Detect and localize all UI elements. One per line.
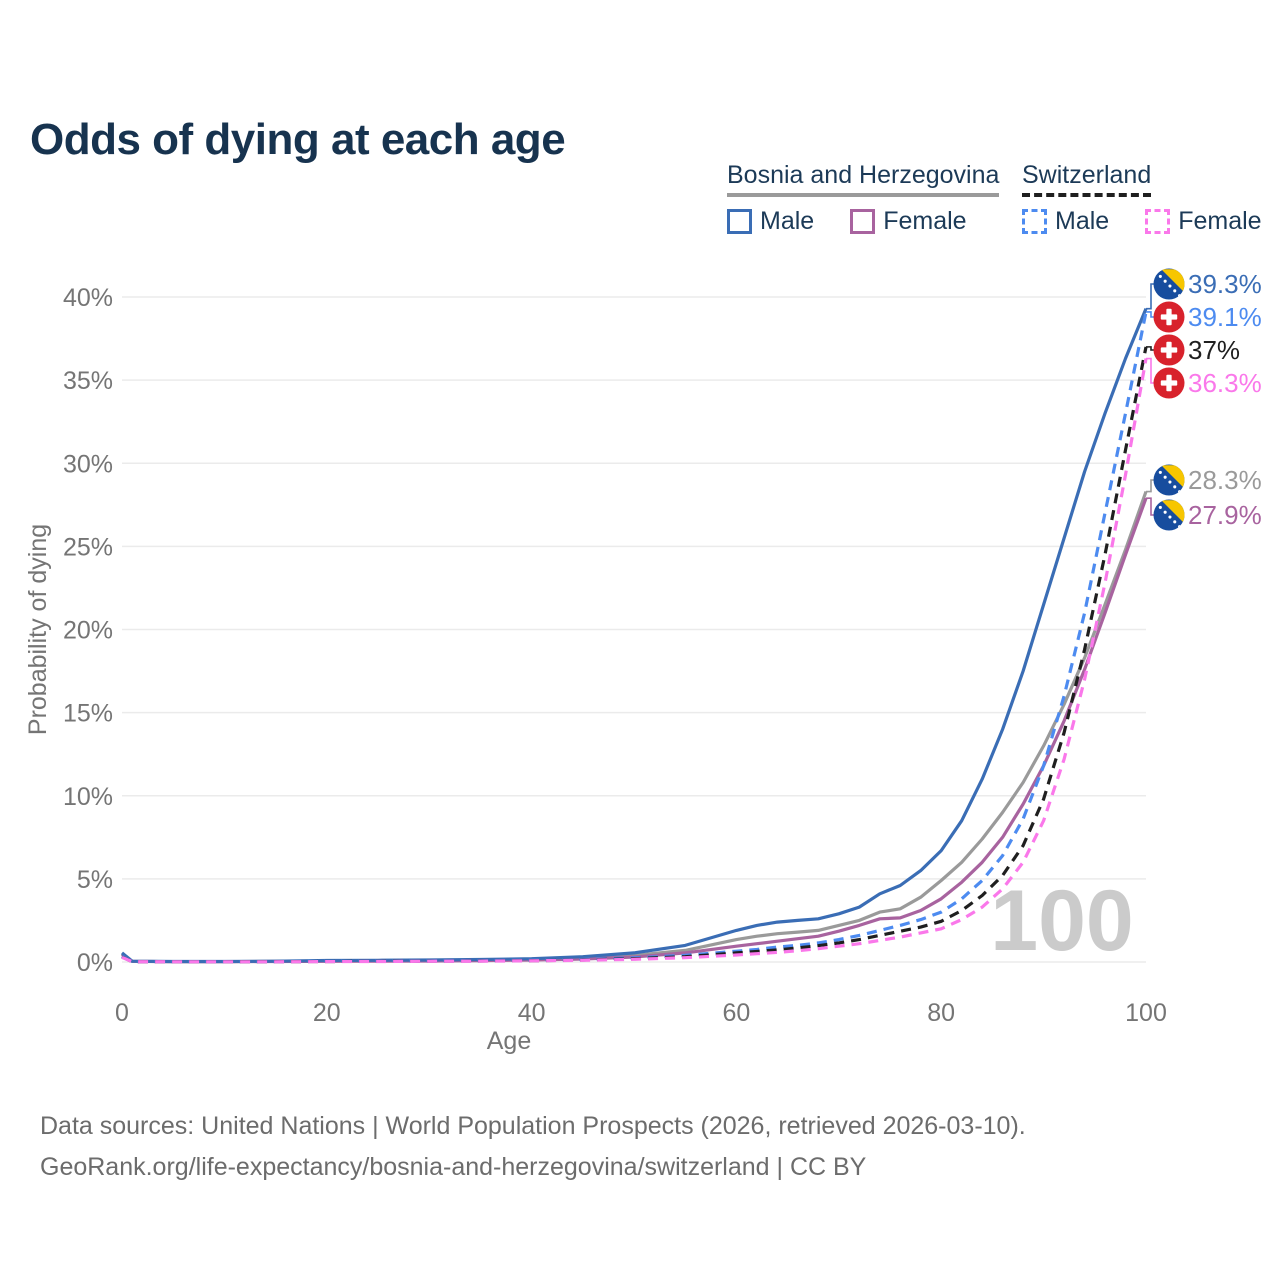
flag-triangle xyxy=(1161,500,1185,525)
bosnia-and-herzegovina-flag-icon xyxy=(1153,499,1185,531)
flag-cross-v xyxy=(1166,374,1172,392)
bosnia-and-herzegovina-flag-icon xyxy=(1153,268,1185,300)
legend-country-bosnia: Bosnia and Herzegovina xyxy=(727,161,1000,197)
legend-item-bosnia-male: Male xyxy=(727,207,814,236)
switzerland-flag-icon xyxy=(1153,367,1185,399)
flag-star xyxy=(1178,490,1182,494)
y-tick-label-35: 35% xyxy=(63,367,113,395)
end-value-label-ba-male: 39.3% xyxy=(1188,269,1262,299)
end-label-leader-ba-male xyxy=(1146,283,1154,310)
x-tick-label-80: 80 xyxy=(927,999,955,1027)
switzerland-male-swatch-icon xyxy=(1022,209,1047,234)
flag-star xyxy=(1173,485,1177,489)
legend-label-bosnia-female: Female xyxy=(883,207,967,235)
flag-star xyxy=(1168,284,1172,288)
end-label-leader-ch-male xyxy=(1146,311,1154,318)
y-tick-label-15: 15% xyxy=(63,700,113,728)
switzerland-flag-icon xyxy=(1153,334,1185,366)
x-tick-label-100: 100 xyxy=(1125,999,1167,1027)
y-axis-title: Probability of dying xyxy=(24,524,52,735)
flag-star xyxy=(1173,520,1177,524)
flag-triangle xyxy=(1161,465,1185,490)
end-value-label-ba-female: 27.9% xyxy=(1188,500,1262,530)
flag-star xyxy=(1158,274,1162,278)
x-tick-label-40: 40 xyxy=(518,999,546,1027)
age-watermark: 100 xyxy=(990,873,1134,969)
legend-group-switzerland: Switzerland Male Female xyxy=(1022,161,1262,236)
bosnia-female-swatch-icon xyxy=(850,209,876,234)
legend-label-switzerland-female: Female xyxy=(1178,207,1262,235)
y-tick-label-30: 30% xyxy=(63,450,113,478)
flag-star xyxy=(1158,470,1162,474)
legend-item-switzerland-female: Female xyxy=(1145,207,1262,236)
end-label-leader-ba-female xyxy=(1146,497,1154,516)
flag-star xyxy=(1163,475,1167,479)
legend-items-switzerland: Male Female xyxy=(1022,207,1262,236)
end-value-label-ba-total: 28.3% xyxy=(1188,465,1262,495)
y-tick-label-5: 5% xyxy=(77,866,113,894)
flag-star xyxy=(1163,510,1167,514)
flag-cross-v xyxy=(1166,308,1172,326)
flag-star xyxy=(1178,525,1182,529)
switzerland-female-swatch-icon xyxy=(1145,209,1171,234)
end-value-label-ch-female: 36.3% xyxy=(1188,368,1262,398)
end-label-leader-ch-total xyxy=(1146,346,1154,351)
y-tick-label-25: 25% xyxy=(63,533,113,561)
footer: Data sources: United Nations | World Pop… xyxy=(40,1106,1026,1188)
series-line-ba-male xyxy=(120,307,1148,964)
footer-data-sources: Data sources: United Nations | World Pop… xyxy=(40,1112,1026,1140)
y-tick-label-20: 20% xyxy=(63,617,113,645)
end-value-label-ch-total: 37% xyxy=(1188,335,1240,365)
flag-star xyxy=(1168,515,1172,519)
switzerland-flag-icon xyxy=(1153,301,1185,333)
legend-group-bosnia: Bosnia and Herzegovina Male Female xyxy=(727,161,1000,236)
legend-item-bosnia-female: Female xyxy=(850,207,967,236)
y-tick-label-10: 10% xyxy=(63,783,113,811)
x-axis-title: Age xyxy=(487,1027,531,1055)
bosnia-male-swatch-icon xyxy=(727,209,752,234)
end-label-leader-ba-total xyxy=(1146,479,1154,493)
page-title: Odds of dying at each age xyxy=(30,115,566,165)
flag-triangle xyxy=(1161,269,1185,294)
flag-star xyxy=(1178,294,1182,298)
legend-item-switzerland-male: Male xyxy=(1022,207,1109,236)
flag-cross-v xyxy=(1166,341,1172,359)
flag-star xyxy=(1168,480,1172,484)
x-tick-label-20: 20 xyxy=(313,999,341,1027)
series-line-ch-female xyxy=(121,358,1148,964)
series-line-ch-male xyxy=(121,311,1148,964)
x-tick-label-0: 0 xyxy=(115,999,129,1027)
series-line-ch-total xyxy=(121,346,1148,964)
flag-star xyxy=(1173,289,1177,293)
legend-country-switzerland: Switzerland xyxy=(1022,161,1152,197)
footer-attribution: GeoRank.org/life-expectancy/bosnia-and-h… xyxy=(40,1153,867,1181)
end-label-leader-ch-female xyxy=(1146,357,1154,384)
legend-items-bosnia: Male Female xyxy=(727,207,999,236)
legend-label-bosnia-male: Male xyxy=(760,207,815,235)
flag-star xyxy=(1158,505,1162,509)
y-tick-label-40: 40% xyxy=(63,284,113,312)
x-tick-label-60: 60 xyxy=(722,999,750,1027)
bosnia-and-herzegovina-flag-icon xyxy=(1153,464,1185,496)
flag-star xyxy=(1163,279,1167,283)
legend-label-switzerland-male: Male xyxy=(1055,207,1110,235)
end-value-label-ch-male: 39.1% xyxy=(1188,302,1262,332)
y-tick-label-0: 0% xyxy=(77,949,113,977)
